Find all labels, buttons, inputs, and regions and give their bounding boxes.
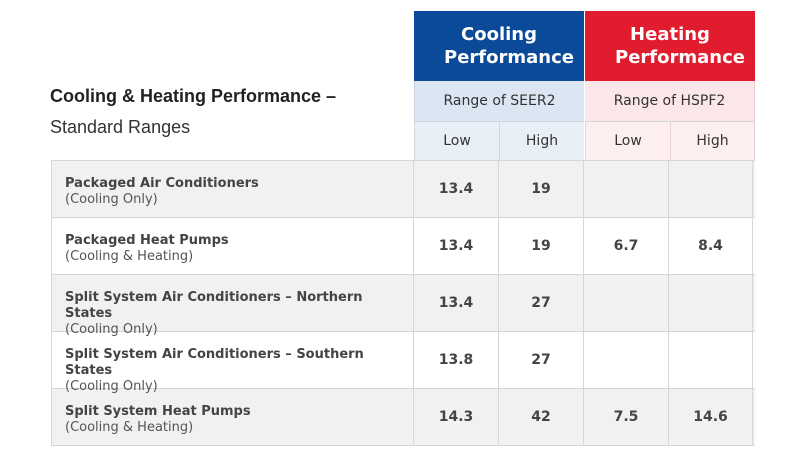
- seer2-high-value: 19: [498, 218, 583, 274]
- seer2-low-header: Low: [414, 121, 499, 160]
- hspf2-high-header: High: [670, 121, 755, 160]
- row-label: Split System Air Conditioners – Northern…: [51, 275, 413, 337]
- seer2-high-header: High: [499, 121, 584, 160]
- table-row: Packaged Air Conditioners (Cooling Only)…: [51, 160, 755, 217]
- seer2-low-value: 13.4: [413, 218, 498, 274]
- table-title: Cooling & Heating Performance – Standard…: [50, 85, 336, 138]
- row-label: Split System Heat Pumps (Cooling & Heati…: [51, 389, 413, 445]
- seer2-high-value: 27: [498, 275, 583, 331]
- equipment-note: (Cooling Only): [65, 379, 158, 394]
- title-line-2: Standard Ranges: [50, 117, 191, 137]
- equipment-note: (Cooling & Heating): [65, 249, 194, 264]
- seer2-high-value: 19: [498, 161, 583, 217]
- row-label: Split System Air Conditioners – Southern…: [51, 332, 413, 394]
- table-row: Split System Air Conditioners – Northern…: [51, 274, 755, 337]
- hspf2-range-header: Range of HSPF2: [585, 81, 755, 121]
- equipment-name: Split System Air Conditioners – Northern…: [65, 290, 363, 321]
- seer2-low-value: 13.4: [413, 275, 498, 331]
- equipment-note: (Cooling & Heating): [65, 420, 194, 435]
- equipment-name: Packaged Air Conditioners: [65, 176, 259, 191]
- hspf2-low-value: [583, 275, 668, 331]
- title-line-1: Cooling & Heating Performance –: [50, 86, 337, 106]
- seer2-high-value: 42: [498, 389, 583, 445]
- table-row: Packaged Heat Pumps (Cooling & Heating) …: [51, 217, 755, 274]
- seer2-low-value: 14.3: [413, 389, 498, 445]
- row-label: Packaged Air Conditioners (Cooling Only): [51, 161, 413, 217]
- table-row: Split System Heat Pumps (Cooling & Heati…: [51, 388, 755, 446]
- cooling-header-label: Cooling Performance: [444, 24, 574, 68]
- equipment-name: Packaged Heat Pumps: [65, 233, 229, 248]
- hspf2-high-value: [668, 161, 753, 217]
- seer2-high-value: 27: [498, 332, 583, 388]
- performance-table-body: Packaged Air Conditioners (Cooling Only)…: [51, 160, 755, 446]
- seer2-low-value: 13.8: [413, 332, 498, 388]
- seer2-range-header: Range of SEER2: [414, 81, 584, 121]
- equipment-note: (Cooling Only): [65, 322, 158, 337]
- equipment-note: (Cooling Only): [65, 192, 158, 207]
- hspf2-high-value: [668, 275, 753, 331]
- equipment-name: Split System Air Conditioners – Southern…: [65, 347, 364, 378]
- hspf2-low-header: Low: [585, 121, 670, 160]
- seer2-low-value: 13.4: [413, 161, 498, 217]
- heating-header-label: Heating Performance: [615, 24, 745, 68]
- hspf2-high-value: 8.4: [668, 218, 753, 274]
- hspf2-low-value: [583, 332, 668, 388]
- equipment-name: Split System Heat Pumps: [65, 404, 251, 419]
- heating-performance-header: Heating Performance: [585, 11, 755, 81]
- cooling-performance-header: Cooling Performance: [414, 11, 584, 81]
- row-label: Packaged Heat Pumps (Cooling & Heating): [51, 218, 413, 274]
- hspf2-low-value: [583, 161, 668, 217]
- hspf2-high-value: 14.6: [668, 389, 753, 445]
- table-row: Split System Air Conditioners – Southern…: [51, 331, 755, 394]
- hspf2-high-value: [668, 332, 753, 388]
- hspf2-low-value: 7.5: [583, 389, 668, 445]
- hspf2-low-value: 6.7: [583, 218, 668, 274]
